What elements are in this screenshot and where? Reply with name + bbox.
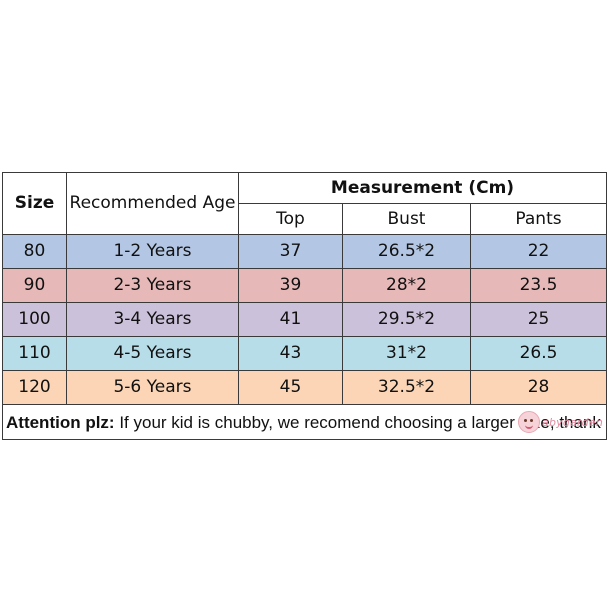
cell-bust: 32.5*2 (342, 370, 471, 405)
attention-text: If your kid is chubby, we recomend choos… (114, 412, 601, 432)
cell-age: 3-4 Years (66, 302, 239, 337)
cell-bust: 31*2 (342, 336, 471, 371)
watermark-text: abygarden (542, 415, 604, 429)
table-row: 110 4-5 Years 43 31*2 26.5 (2, 336, 607, 371)
cell-age: 1-2 Years (66, 234, 239, 269)
cell-size: 110 (2, 336, 67, 371)
header-top: Top (238, 203, 343, 235)
cell-top: 41 (238, 302, 343, 337)
attention-note: Attention plz: If your kid is chubby, we… (1, 404, 607, 440)
cell-size: 90 (2, 268, 67, 303)
header-recommended-age: Recommended Age (66, 172, 239, 235)
attention-label: Attention plz: (6, 412, 115, 432)
cell-pants: 23.5 (469, 268, 607, 303)
cell-age: 5-6 Years (66, 370, 239, 405)
cell-pants: 26.5 (469, 336, 607, 371)
cell-top: 39 (238, 268, 343, 303)
header-measurement: Measurement (Cm) (237, 172, 607, 204)
cell-age: 4-5 Years (66, 336, 239, 371)
header-pants: Pants (469, 203, 607, 235)
size-chart-table: Size Recommended Age Measurement (Cm) To… (1, 172, 607, 440)
table-row: 80 1-2 Years 37 26.5*2 22 (2, 234, 607, 269)
cell-bust: 29.5*2 (342, 302, 471, 337)
cell-pants: 28 (469, 370, 607, 405)
cell-size: 80 (2, 234, 67, 269)
cell-top: 37 (238, 234, 343, 269)
cell-pants: 22 (469, 234, 607, 269)
table-row: 100 3-4 Years 41 29.5*2 25 (2, 302, 607, 337)
cell-bust: 26.5*2 (342, 234, 471, 269)
cell-bust: 28*2 (342, 268, 471, 303)
header-bust: Bust (342, 203, 471, 235)
cell-top: 45 (238, 370, 343, 405)
baby-face-icon (518, 411, 540, 433)
cell-size: 120 (2, 370, 67, 405)
cell-top: 43 (238, 336, 343, 371)
header-row: Size Recommended Age Measurement (Cm) (2, 172, 607, 235)
table-row: 90 2-3 Years 39 28*2 23.5 (2, 268, 607, 303)
cell-age: 2-3 Years (66, 268, 239, 303)
cell-size: 100 (2, 302, 67, 337)
subheader-row: Top Bust Pants (3, 203, 607, 235)
cell-pants: 25 (469, 302, 607, 337)
watermark-logo: abygarden (518, 411, 603, 433)
header-size: Size (2, 172, 67, 235)
table-row: 120 5-6 Years 45 32.5*2 28 (2, 370, 607, 405)
note-row: Attention plz: If your kid is chubby, we… (1, 404, 607, 440)
